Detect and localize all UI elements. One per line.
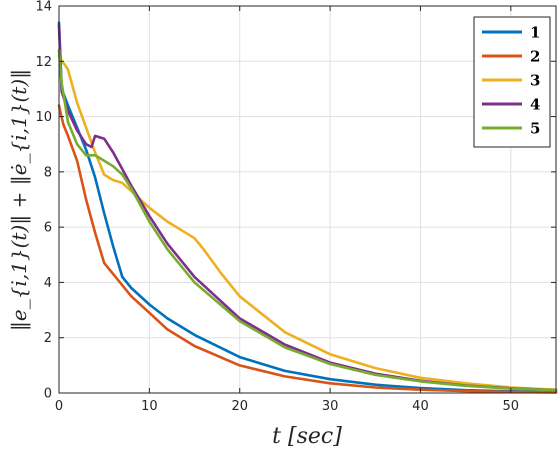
legend-label-4: 4 xyxy=(530,96,540,114)
y-tick-label: 6 xyxy=(44,221,52,236)
y-tick-label: 14 xyxy=(35,0,52,15)
x-tick-label: 40 xyxy=(412,399,429,414)
legend-label-1: 1 xyxy=(530,24,540,42)
series-line-3 xyxy=(57,54,558,391)
legend-box xyxy=(473,16,551,148)
y-tick-label: 10 xyxy=(35,110,52,125)
x-tick-label: 0 xyxy=(55,399,63,414)
y-tick-label: 0 xyxy=(44,387,52,402)
plot-frame xyxy=(58,5,557,394)
tick-labels: 0 10 20 30 40 50 0 2 4 6 8 10 12 14 xyxy=(35,0,519,414)
y-tick-label: 12 xyxy=(35,55,52,70)
grid xyxy=(59,6,556,393)
ticks xyxy=(58,5,556,394)
x-tick-label: 50 xyxy=(503,399,520,414)
legend-label-3: 3 xyxy=(530,72,540,90)
y-tick-label: 4 xyxy=(44,276,52,291)
x-axis-label: t [sec] xyxy=(272,424,342,449)
x-tick-label: 20 xyxy=(231,399,248,414)
y-tick-label: 8 xyxy=(44,165,52,180)
x-tick-label: 30 xyxy=(322,399,339,414)
series-layer xyxy=(57,21,558,394)
legend-label-2: 2 xyxy=(530,48,540,66)
legend: 1 2 3 4 5 xyxy=(473,16,551,148)
legend-label-5: 5 xyxy=(530,120,540,138)
y-axis-label: ‖e_{i,1}(t)‖ + ‖ė_{i,1}(t)‖ xyxy=(7,69,32,331)
series-line-5 xyxy=(57,48,558,392)
series-line-2 xyxy=(57,104,558,394)
x-tick-label: 10 xyxy=(141,399,158,414)
y-tick-label: 2 xyxy=(44,331,52,346)
